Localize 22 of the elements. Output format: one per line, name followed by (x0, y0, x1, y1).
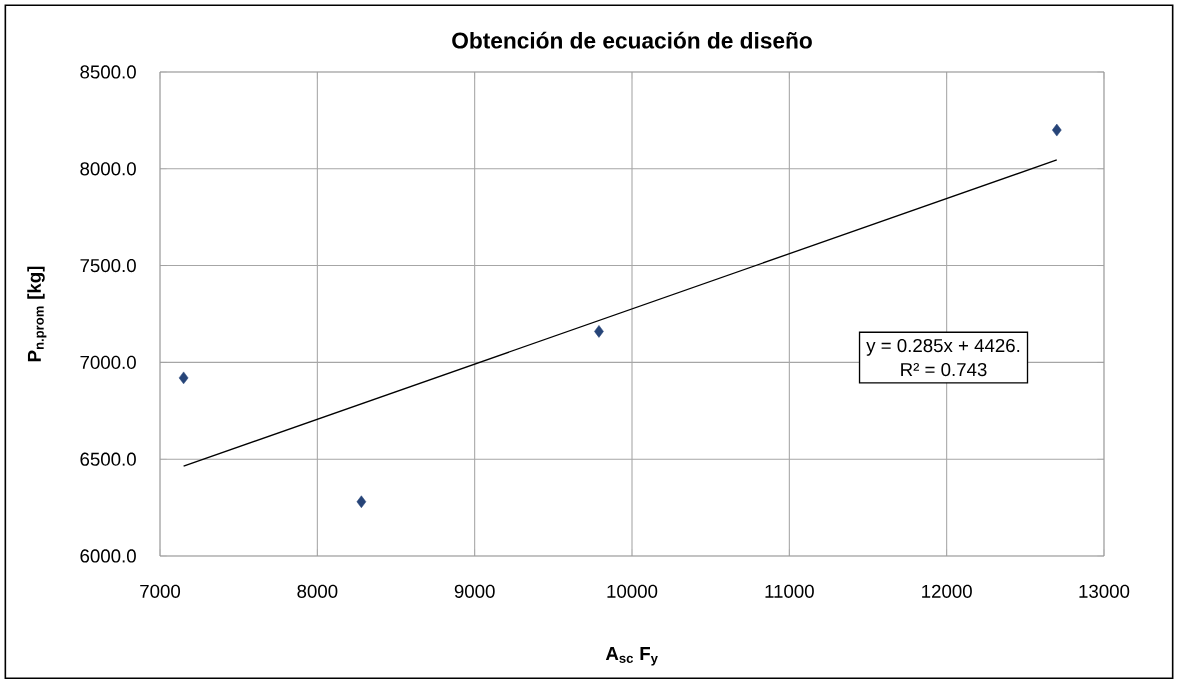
x-tick-label: 9000 (454, 584, 495, 598)
x-axis-title: A$_{sc}$ F$_{y}$ (605, 647, 658, 666)
chart-title: Obtención de ecuación de diseño (452, 31, 812, 49)
y-tick-label: 6500.0 (80, 452, 136, 466)
x-tick-label: 8000 (297, 584, 338, 598)
y-tick-label: 8000.0 (80, 162, 136, 176)
x-tick-label: 13000 (1079, 584, 1130, 598)
x-tick-label: 12000 (922, 584, 972, 598)
x-tick-label: 10000 (607, 584, 658, 598)
annotation: R² = 0.743 (901, 362, 987, 377)
point (594, 325, 604, 338)
point (1052, 123, 1062, 137)
point (178, 371, 189, 385)
x-tick-label: 11000 (765, 584, 814, 598)
y-axis-title: P$_{n.prom}$ [kg] (27, 266, 47, 362)
y-tick-label: 7500.0 (80, 258, 136, 273)
point (356, 495, 367, 509)
y-tick-label: 8500.0 (80, 65, 136, 79)
y-tick-label: 6000.0 (80, 549, 136, 563)
y-tick-label: 7000.0 (80, 355, 136, 369)
annotation: y = 0.285x + 4426. (866, 338, 1020, 356)
x-tick-label: 7000 (140, 584, 181, 598)
